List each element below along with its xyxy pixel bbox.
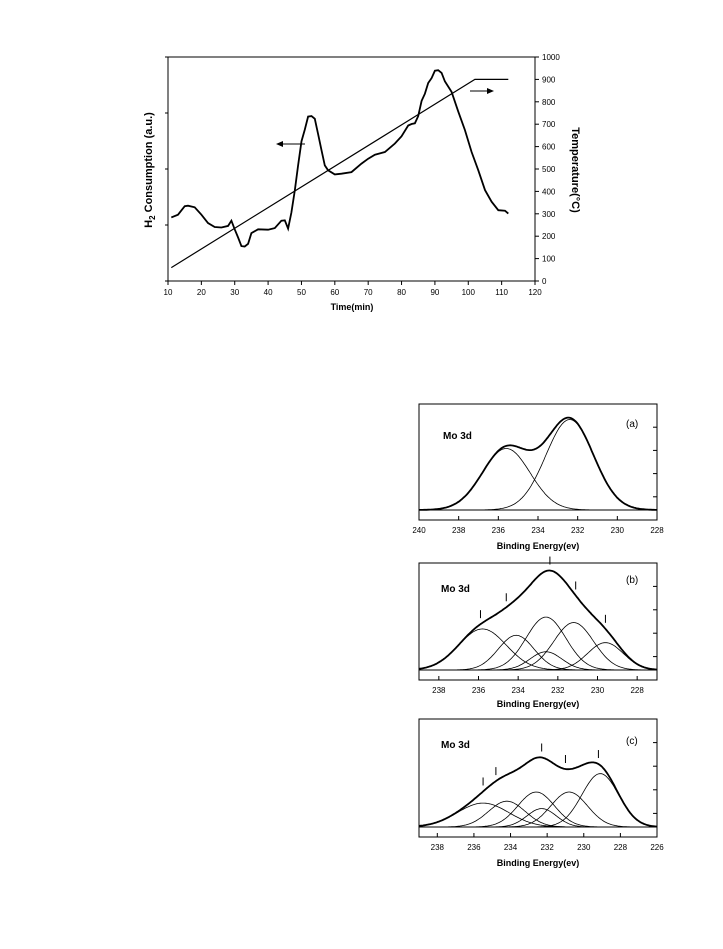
tpr-y-tick-label: 0 (542, 277, 547, 286)
xps-c-x-tick-label: 230 (577, 843, 591, 852)
xps-panel-c: Mo 3d (c) 238 236 234 232 230 228 226 Binding … (418, 718, 664, 868)
tpr-right-axis-title: Temperature(°C) (569, 127, 581, 213)
xps-b-x-tick-label: 230 (591, 686, 605, 695)
xps-a-x-tick-label: 228 (650, 526, 664, 535)
xps-a-x-ticks: 240 238 236 234 232 230 228 (412, 426, 664, 535)
tpr-y-tick-label: 800 (542, 98, 556, 107)
xps-a-x-axis-title: Binding Energy(ev) (497, 541, 580, 551)
tpr-chart: 10 20 30 40 50 60 70 80 90 100 110 120 0 100 200 300 40… (143, 53, 581, 312)
xps-a-x-tick-label: 236 (492, 526, 506, 535)
tpr-x-tick-label: 110 (495, 288, 508, 297)
xps-c-x-tick-label: 236 (467, 843, 481, 852)
xps-b-curves (418, 569, 658, 671)
tpr-y-ticks-left (165, 56, 168, 282)
xps-a-x-tick-label: 232 (571, 526, 585, 535)
xps-panel-a: Mo 3d (a) 240 238 236 234 232 230 228 Binding … (412, 403, 664, 551)
arrow-right-icon (470, 88, 494, 94)
xps-b-x-tick-label: 236 (472, 686, 486, 695)
xps-b-x-tick-label: 238 (432, 686, 446, 695)
tpr-y-tick-label: 700 (542, 120, 556, 129)
xps-c-component (419, 773, 658, 828)
tpr-left-axis-title: H2 Consumption (a.u.) (143, 112, 157, 228)
xps-c-x-axis-title: Binding Energy(ev) (497, 858, 580, 868)
tpr-y-tick-label: 500 (542, 165, 556, 174)
xps-b-x-tick-label: 232 (551, 686, 565, 695)
tpr-x-tick-label: 60 (330, 288, 339, 297)
xps-b-component (419, 616, 657, 671)
xps-b-x-tick-label: 228 (630, 686, 644, 695)
xps-b-panel-tag: (b) (626, 575, 638, 586)
tpr-x-tick-label: 120 (528, 288, 542, 297)
xps-c-curves (418, 756, 658, 828)
xps-b-frame (418, 562, 658, 681)
xps-c-envelope (418, 756, 658, 828)
xps-c-panel-tag: (c) (626, 736, 638, 747)
xps-c-x-ticks: 238 236 234 232 230 228 226 (431, 742, 664, 852)
xps-b-x-tick-label: 234 (511, 686, 525, 695)
xps-b-markers (479, 556, 606, 623)
tpr-x-tick-label: 40 (264, 288, 273, 297)
xps-b-component (419, 642, 658, 671)
xps-a-x-tick-label: 238 (452, 526, 466, 535)
xps-b-component (419, 634, 657, 671)
xps-a-x-tick-label: 240 (412, 526, 426, 535)
arrow-left-icon (276, 141, 305, 147)
xps-a-label: Mo 3d (443, 431, 472, 442)
xps-a-panel-tag: (a) (626, 419, 638, 430)
tpr-x-tick-label: 70 (364, 288, 373, 297)
tpr-y-tick-label: 100 (542, 255, 556, 264)
tpr-x-tick-label: 10 (164, 288, 173, 297)
xps-c-markers (482, 743, 599, 786)
xps-a-component (419, 448, 657, 511)
xps-c-x-tick-label: 228 (614, 843, 628, 852)
xps-c-component (418, 802, 657, 828)
tpr-x-tick-label: 50 (297, 288, 306, 297)
xps-a-curves (419, 416, 657, 511)
tpr-y-tick-label: 300 (542, 210, 556, 219)
xps-a-x-tick-label: 234 (531, 526, 545, 535)
h2-consumption-line (170, 69, 509, 248)
xps-c-label: Mo 3d (441, 740, 470, 751)
tpr-x-axis-title: Time(min) (331, 302, 374, 312)
tpr-y-ticks-right: 0 100 200 300 400 500 600 700 800 900 1000 (535, 53, 560, 286)
tpr-x-tick-label: 90 (430, 288, 439, 297)
xps-a-x-tick-label: 230 (611, 526, 625, 535)
tpr-x-tick-label: 100 (462, 288, 476, 297)
tpr-y-tick-label: 400 (542, 187, 556, 196)
temperature-program-line (170, 78, 509, 269)
xps-b-x-ticks: 238 236 234 232 230 228 (432, 585, 657, 695)
tpr-x-tick-label: 80 (397, 288, 406, 297)
tpr-x-ticks: 10 20 30 40 50 60 70 80 90 100 110 120 (164, 281, 542, 297)
xps-c-x-tick-label: 232 (540, 843, 554, 852)
xps-a-frame (418, 403, 658, 521)
tpr-y-tick-label: 900 (542, 75, 556, 84)
tpr-y-tick-label: 1000 (542, 53, 560, 62)
tpr-x-tick-label: 30 (230, 288, 239, 297)
xps-c-x-tick-label: 238 (431, 843, 445, 852)
xps-b-x-axis-title: Binding Energy(ev) (497, 699, 580, 709)
tpr-y-tick-label: 200 (542, 232, 556, 241)
xps-b-component (419, 622, 657, 671)
xps-panel-b: Mo 3d (b) 238 236 234 232 230 228 Binding Ene… (418, 556, 658, 709)
xps-c-frame (418, 718, 658, 838)
xps-a-component (419, 419, 657, 511)
xps-c-x-tick-label: 234 (504, 843, 518, 852)
xps-b-label: Mo 3d (441, 584, 470, 595)
xps-c-x-tick-label: 226 (650, 843, 664, 852)
tpr-x-tick-label: 20 (197, 288, 206, 297)
tpr-y-tick-label: 600 (542, 143, 556, 152)
